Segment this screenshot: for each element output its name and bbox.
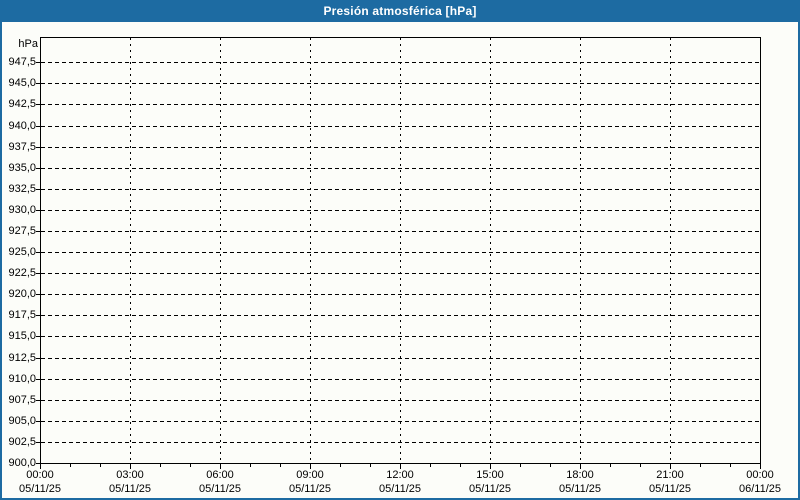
y-tick-label: 945,0: [8, 77, 36, 89]
y-tick-label: 900,0: [8, 457, 36, 469]
plot-border: [40, 37, 761, 464]
chart-title-bar: Presión atmosférica [hPa]: [2, 2, 798, 22]
y-tick-label: 922,5: [8, 267, 36, 279]
x-tick-date-label: 05/11/25: [198, 483, 241, 495]
x-tick-date-label: 05/11/25: [378, 483, 421, 495]
chart-title: Presión atmosférica [hPa]: [323, 4, 477, 18]
y-tick-label: 907,5: [8, 394, 36, 406]
y-tick-label: 935,0: [8, 162, 36, 174]
y-tick-label: 915,0: [8, 330, 36, 342]
y-tick-label: 932,5: [8, 183, 36, 195]
x-tick-date-label: 05/11/25: [108, 483, 151, 495]
x-tick-date-label: 05/11/25: [288, 483, 331, 495]
x-tick-time-label: 21:00: [656, 469, 684, 481]
y-tick-label: 912,5: [8, 352, 36, 364]
x-tick-date-label: 06/11/25: [738, 483, 781, 495]
y-tick-label: 942,5: [8, 98, 36, 110]
x-tick-date-label: 05/11/25: [18, 483, 61, 495]
y-tick-label: 910,0: [8, 373, 36, 385]
y-tick-label: 925,0: [8, 246, 36, 258]
y-tick-label: 940,0: [8, 120, 36, 132]
x-tick-time-label: 18:00: [566, 469, 594, 481]
x-tick-time-label: 00:00: [746, 469, 774, 481]
x-tick-date-label: 05/11/25: [468, 483, 511, 495]
x-tick-time-label: 00:00: [26, 469, 54, 481]
x-tick-date-label: 05/11/25: [558, 483, 601, 495]
y-tick-label: 920,0: [8, 288, 36, 300]
y-tick-label: 937,5: [8, 141, 36, 153]
x-tick-date-label: 05/11/25: [648, 483, 691, 495]
y-tick-label: 930,0: [8, 204, 36, 216]
x-tick-time-label: 06:00: [206, 469, 234, 481]
y-tick-label: 902,5: [8, 436, 36, 448]
x-tick-time-label: 12:00: [386, 469, 414, 481]
y-tick-label: 927,5: [8, 225, 36, 237]
y-axis-unit-label: hPa: [18, 38, 38, 50]
y-tick-label: 905,0: [8, 415, 36, 427]
x-tick-time-label: 09:00: [296, 469, 324, 481]
x-tick-time-label: 15:00: [476, 469, 504, 481]
x-tick-time-label: 03:00: [116, 469, 144, 481]
y-tick-label: 947,5: [8, 56, 36, 68]
y-tick-label: 917,5: [8, 309, 36, 321]
